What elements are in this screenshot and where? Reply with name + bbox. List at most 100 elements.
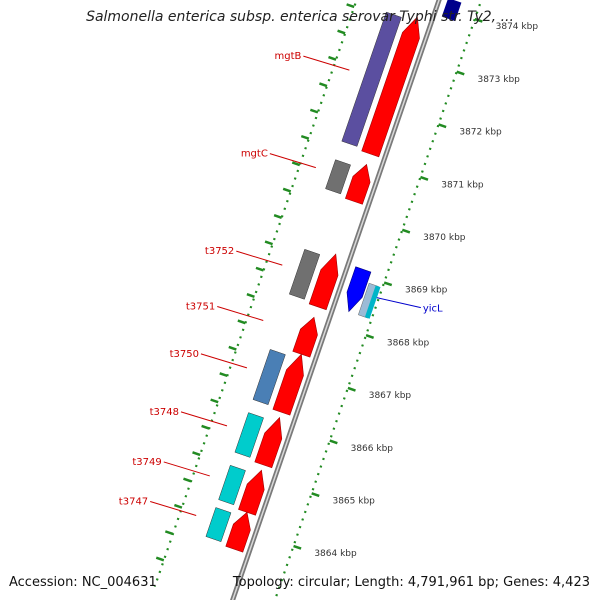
scale-tick xyxy=(401,228,411,234)
minor-tick xyxy=(328,55,337,61)
gene-t3747[interactable] xyxy=(205,507,251,553)
cog-band xyxy=(341,11,402,147)
cds-arrow[interactable] xyxy=(345,163,371,205)
scale-tick xyxy=(456,70,465,76)
gene-label-t3748[interactable]: t3748 xyxy=(150,407,179,418)
minor-tick xyxy=(255,266,264,272)
scale-ticks: 3874 kbp 3873 kbp 3872 kbp 3871 kbp 3870 kbp… xyxy=(155,3,539,562)
label-leader xyxy=(200,353,248,369)
backbone-line xyxy=(228,0,442,604)
gene-label-t3749[interactable]: t3749 xyxy=(132,457,161,468)
label-leader xyxy=(180,411,228,427)
gene-mgtB[interactable] xyxy=(341,11,420,158)
cds-arrow[interactable] xyxy=(225,511,251,553)
gene-t3748[interactable] xyxy=(234,412,283,469)
gene-mgtC[interactable] xyxy=(325,159,371,205)
cog-band-secondary xyxy=(364,285,381,319)
gene-labels: mgtB mgtC t3752 t3751 t3750 t3748 t3749 t3747 yi… xyxy=(119,51,443,516)
gene-label-mgtB[interactable]: mgtB xyxy=(274,51,301,62)
scale-tick xyxy=(420,175,429,181)
gene-label-t3750[interactable]: t3750 xyxy=(170,349,199,360)
scale-tick-label: 3870 kbp xyxy=(423,233,466,243)
label-leader xyxy=(236,250,283,266)
accession-label: Accession: NC_004631 xyxy=(9,575,157,590)
dotted-track-right xyxy=(272,0,483,604)
minor-tick xyxy=(291,161,301,167)
minor-tick xyxy=(164,530,174,536)
scale-tick xyxy=(438,123,447,129)
backbone-highlight xyxy=(230,0,440,604)
scale-tick-label: 3871 kbp xyxy=(441,180,484,190)
cds-arrow[interactable] xyxy=(346,266,372,313)
gene-t3749[interactable] xyxy=(218,464,265,516)
cds-arrow[interactable] xyxy=(308,253,339,311)
cog-band xyxy=(288,248,321,300)
minor-tick xyxy=(210,398,219,404)
gene-t3752[interactable] xyxy=(288,248,339,311)
scale-tick xyxy=(347,386,356,392)
label-leader xyxy=(303,55,350,71)
label-leader xyxy=(150,500,197,516)
scale-tick-label: 3872 kbp xyxy=(459,128,502,138)
scale-tick xyxy=(383,281,393,287)
minor-tick xyxy=(319,82,328,88)
minor-tick xyxy=(300,134,310,140)
scale-tick-label: 3868 kbp xyxy=(387,338,430,348)
cog-band xyxy=(234,412,264,458)
cds-arrow[interactable] xyxy=(292,316,318,358)
scale-tick xyxy=(365,334,375,339)
genome-backbone xyxy=(228,0,442,604)
cds-arrow-partial xyxy=(441,0,462,22)
gene-label-mgtC[interactable]: mgtC xyxy=(241,149,268,160)
gene-label-yicL[interactable]: yicL xyxy=(423,304,443,315)
gene-t3750[interactable] xyxy=(252,349,304,416)
cds-arrow[interactable] xyxy=(254,416,283,469)
gene-partial-top xyxy=(441,0,462,22)
minor-tick xyxy=(173,503,183,509)
minor-tick xyxy=(246,293,255,299)
scale-tick xyxy=(293,544,302,550)
scale-tick xyxy=(329,439,338,445)
scale-tick-label: 3873 kbp xyxy=(477,75,520,85)
map-title: Salmonella enterica subsp. enterica sero… xyxy=(86,9,514,25)
minor-tick xyxy=(192,451,201,457)
cog-band xyxy=(325,159,351,195)
minor-tick xyxy=(264,240,274,246)
label-leader xyxy=(163,461,210,477)
cds-arrow[interactable] xyxy=(272,353,304,416)
cds-arrow[interactable] xyxy=(361,16,420,158)
minor-tick xyxy=(309,108,319,114)
scale-tick xyxy=(474,17,483,23)
minor-tick xyxy=(228,345,237,351)
minor-tick xyxy=(273,213,283,219)
label-leader xyxy=(376,297,421,309)
gene-yicL[interactable] xyxy=(346,266,381,319)
minor-tick xyxy=(237,319,246,325)
minor-tick xyxy=(337,29,346,35)
scale-tick-label: 3869 kbp xyxy=(405,286,448,296)
scale-tick-label: 3865 kbp xyxy=(332,496,375,506)
cog-band xyxy=(205,507,232,543)
minor-tick xyxy=(155,556,165,562)
minor-tick xyxy=(201,424,210,430)
topology-label: Topology: circular; Length: 4,791,961 bp… xyxy=(232,575,590,590)
gene-t3751[interactable] xyxy=(292,316,318,358)
gene-label-t3747[interactable]: t3747 xyxy=(119,496,148,507)
scale-tick-label: 3866 kbp xyxy=(351,444,394,454)
minor-tick xyxy=(346,3,355,9)
gene-label-t3751[interactable]: t3751 xyxy=(186,301,215,312)
scale-tick-label: 3867 kbp xyxy=(369,391,412,401)
minor-tick xyxy=(282,187,292,193)
cds-arrow[interactable] xyxy=(238,469,265,516)
scale-tick-label: 3864 kbp xyxy=(314,549,357,559)
scale-tick-label: 3874 kbp xyxy=(496,22,539,32)
cog-band xyxy=(252,349,286,406)
minor-tick xyxy=(183,477,192,483)
minor-tick xyxy=(219,372,228,378)
label-leader xyxy=(217,305,264,321)
cog-band xyxy=(218,464,246,506)
feature-track xyxy=(205,0,462,553)
label-leader xyxy=(269,153,316,169)
gene-label-t3752[interactable]: t3752 xyxy=(205,246,234,257)
